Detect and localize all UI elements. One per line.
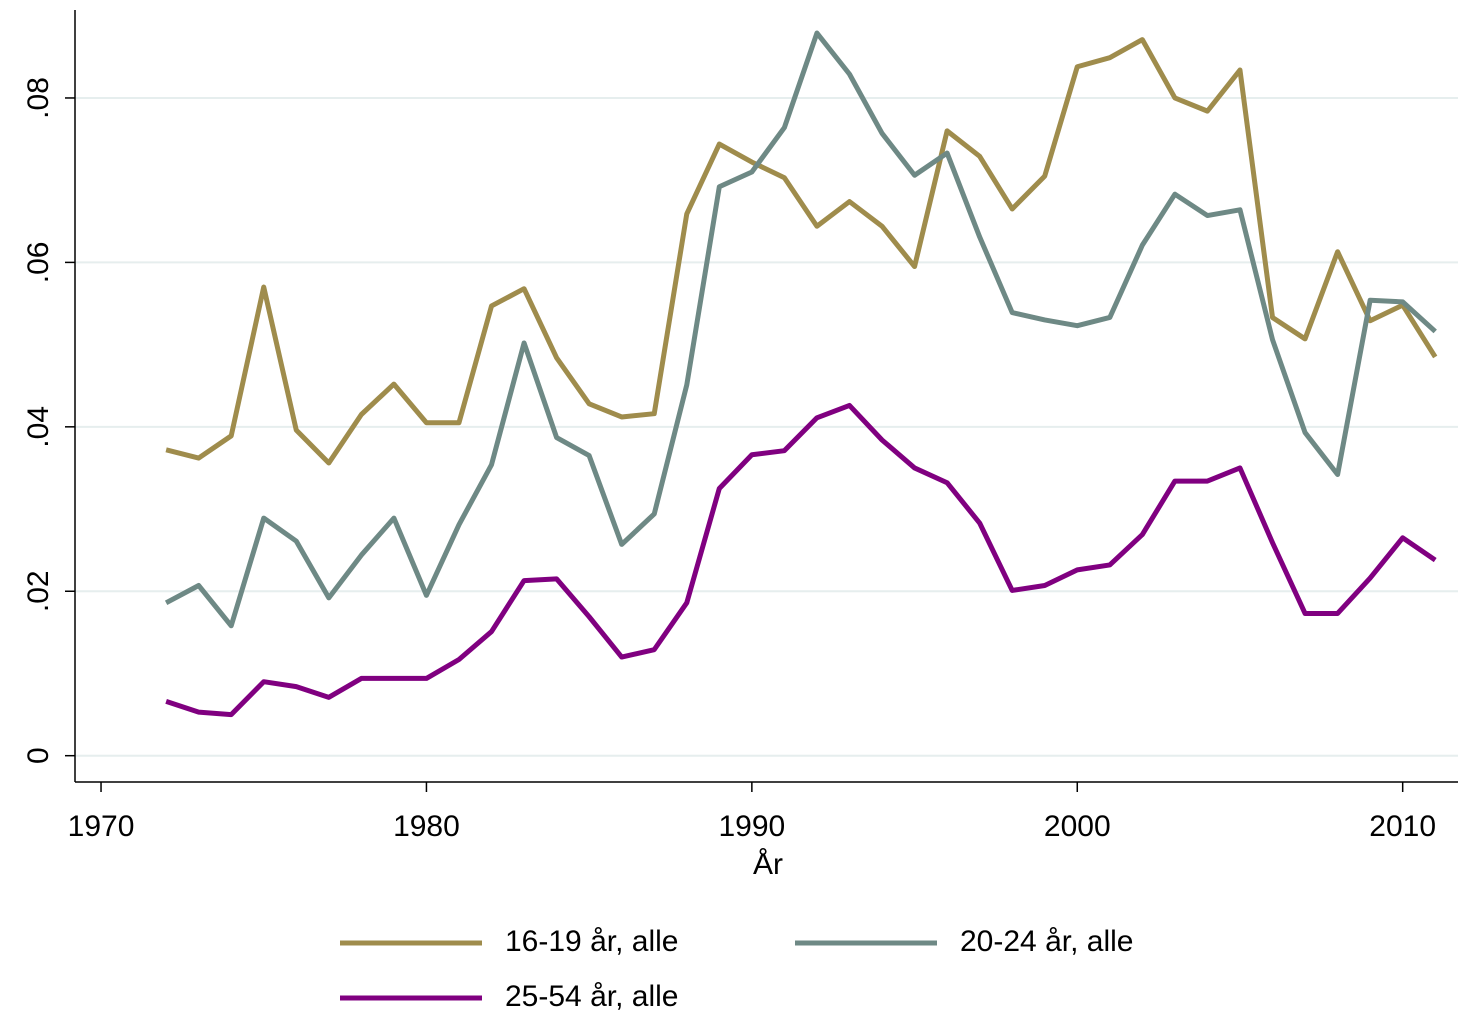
legend-label: 20-24 år, alle [960, 925, 1133, 958]
x-axis-label: År [753, 848, 783, 881]
y-tick-label: .08 [22, 77, 55, 119]
series-line [164, 30, 1437, 629]
y-tick-label: 0 [22, 747, 55, 764]
x-tick-label: 1990 [718, 810, 785, 843]
legend-label: 16-19 år, alle [505, 925, 678, 958]
series-line [165, 402, 1437, 718]
series-line [165, 37, 1438, 466]
x-tick-label: 1970 [68, 810, 135, 843]
y-tick-label: .02 [22, 570, 55, 612]
y-tick-label: .06 [22, 242, 55, 284]
x-tick-label: 2000 [1044, 810, 1111, 843]
x-tick-label: 2010 [1369, 810, 1436, 843]
x-tick-label: 1980 [393, 810, 460, 843]
y-tick-label: .04 [22, 406, 55, 448]
legend-label: 25-54 år, alle [505, 980, 678, 1013]
